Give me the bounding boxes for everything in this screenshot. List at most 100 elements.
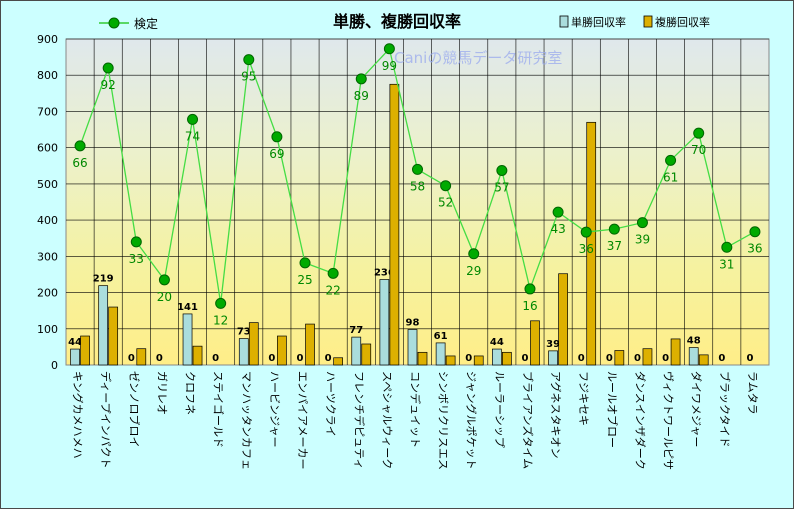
point-label-kentei: 92 bbox=[101, 78, 116, 92]
bar-fukusho bbox=[417, 351, 428, 366]
point-kentei bbox=[665, 154, 677, 166]
bar-fukusho bbox=[80, 335, 90, 366]
bar-fukusho bbox=[530, 320, 540, 366]
point-label-kentei: 43 bbox=[550, 222, 565, 236]
bar-label-tansho: 61 bbox=[434, 331, 448, 342]
bar-label-tansho: 39 bbox=[546, 339, 560, 350]
x-tick-label: ディープインパクト bbox=[99, 371, 113, 469]
x-tick-label: ルーラーシップ bbox=[493, 371, 506, 448]
point-kentei bbox=[187, 113, 199, 125]
x-tick-label: ガリレオ bbox=[155, 371, 168, 415]
y-tick-label: 300 bbox=[37, 250, 58, 263]
bar-label-tansho: 0 bbox=[156, 353, 163, 364]
point-label-kentei: 74 bbox=[185, 129, 200, 143]
bar-fukusho bbox=[305, 323, 315, 366]
legend: 検定 単勝回収率 複勝回収率 bbox=[99, 15, 710, 31]
bar-tansho bbox=[98, 285, 109, 366]
point-kentei bbox=[158, 274, 170, 286]
x-tick-label: キングカメハメハ bbox=[71, 371, 85, 459]
bar-tansho bbox=[70, 348, 80, 366]
bar-fukusho bbox=[698, 354, 709, 366]
point-label-kentei: 36 bbox=[747, 242, 762, 256]
bar-label-tansho: 0 bbox=[268, 353, 275, 364]
point-label-kentei: 29 bbox=[466, 264, 481, 278]
y-tick-label: 100 bbox=[37, 323, 58, 336]
x-tick-label: スペシャルウィーク bbox=[380, 371, 393, 469]
point-label-kentei: 95 bbox=[241, 70, 256, 84]
point-label-kentei: 31 bbox=[719, 257, 734, 271]
point-kentei bbox=[74, 140, 86, 152]
bar-tansho bbox=[238, 338, 249, 366]
bar-fukusho bbox=[333, 357, 343, 366]
bar-label-tansho: 0 bbox=[634, 353, 641, 364]
point-kentei bbox=[693, 127, 705, 139]
bar-label-tansho: 0 bbox=[325, 353, 332, 364]
legend-label-tansho: 単勝回収率 bbox=[571, 15, 626, 29]
bar-label-tansho: 98 bbox=[406, 318, 420, 329]
legend-label-fukusho: 複勝回収率 bbox=[655, 15, 710, 29]
x-tick-label: クロフネ bbox=[184, 371, 197, 415]
x-tick-label: シンボリクリスエス bbox=[437, 371, 450, 470]
bar-fukusho bbox=[389, 83, 400, 366]
legend-swatch-tansho bbox=[559, 15, 569, 28]
bar-tansho bbox=[407, 329, 418, 366]
bar-fukusho bbox=[473, 355, 484, 366]
x-tick-label: ブラックタイド bbox=[718, 371, 732, 448]
x-tick-label: ラムタラ bbox=[746, 371, 759, 415]
point-label-kentei: 69 bbox=[269, 147, 284, 161]
point-label-kentei: 33 bbox=[129, 252, 144, 266]
bar-tansho bbox=[492, 348, 502, 366]
legend-swatch-fukusho bbox=[643, 15, 653, 28]
bar-tansho bbox=[548, 350, 558, 366]
bar-fukusho bbox=[192, 345, 203, 366]
x-tick-label: ハービンジャー bbox=[268, 371, 281, 447]
legend-marker-swatch bbox=[108, 17, 120, 29]
x-tick-label: ルールオブロー bbox=[605, 371, 619, 448]
y-tick-label: 800 bbox=[37, 69, 58, 82]
bar-fukusho bbox=[108, 306, 119, 366]
y-tick-label: 600 bbox=[37, 142, 58, 155]
x-tick-label: マンハッタンカフェ bbox=[240, 371, 253, 470]
bar-fukusho bbox=[277, 335, 287, 366]
bar-label-tansho: 236 bbox=[374, 268, 395, 279]
point-kentei bbox=[355, 73, 367, 85]
x-tick-label: ステイゴールド bbox=[212, 371, 226, 448]
point-kentei bbox=[524, 283, 536, 295]
bar-fukusho bbox=[248, 322, 259, 366]
x-tick-label: ダイワメジャー bbox=[690, 371, 704, 447]
bar-label-tansho: 44 bbox=[490, 337, 504, 348]
chart-title: 単勝、複勝回収率 bbox=[333, 12, 461, 31]
bar-label-tansho: 44 bbox=[68, 337, 82, 348]
bar-label-tansho: 0 bbox=[128, 353, 135, 364]
point-label-kentei: 22 bbox=[325, 283, 340, 297]
bar-label-tansho: 48 bbox=[687, 336, 701, 347]
bar-fukusho bbox=[670, 338, 681, 366]
bar-label-tansho: 141 bbox=[177, 302, 198, 313]
bar-label-tansho: 0 bbox=[521, 353, 528, 364]
bar-fukusho bbox=[445, 355, 456, 366]
point-label-kentei: 99 bbox=[382, 59, 397, 73]
point-label-kentei: 61 bbox=[663, 170, 678, 184]
bar-label-tansho: 0 bbox=[465, 353, 472, 364]
bar-label-tansho: 219 bbox=[93, 274, 114, 285]
bar-label-tansho: 0 bbox=[662, 353, 669, 364]
x-tick-label: フジキセキ bbox=[577, 371, 590, 426]
bar-tansho bbox=[435, 342, 446, 366]
bar-fukusho bbox=[136, 348, 147, 366]
bar-fukusho bbox=[642, 348, 653, 366]
bar-label-tansho: 0 bbox=[606, 353, 613, 364]
bar-fukusho bbox=[614, 350, 625, 366]
bar-fukusho bbox=[586, 121, 597, 366]
point-label-kentei: 25 bbox=[297, 273, 312, 287]
point-kentei bbox=[102, 62, 114, 74]
point-label-kentei: 16 bbox=[522, 299, 537, 313]
point-kentei bbox=[383, 43, 395, 55]
x-tick-label: ジャングルポケット bbox=[465, 371, 479, 469]
bar-label-tansho: 0 bbox=[578, 353, 585, 364]
point-kentei bbox=[496, 164, 508, 176]
point-kentei bbox=[749, 226, 761, 238]
bar-label-tansho: 0 bbox=[746, 353, 753, 364]
x-tick-label: ブライアンズタイム bbox=[521, 371, 535, 469]
point-kentei bbox=[271, 131, 283, 143]
